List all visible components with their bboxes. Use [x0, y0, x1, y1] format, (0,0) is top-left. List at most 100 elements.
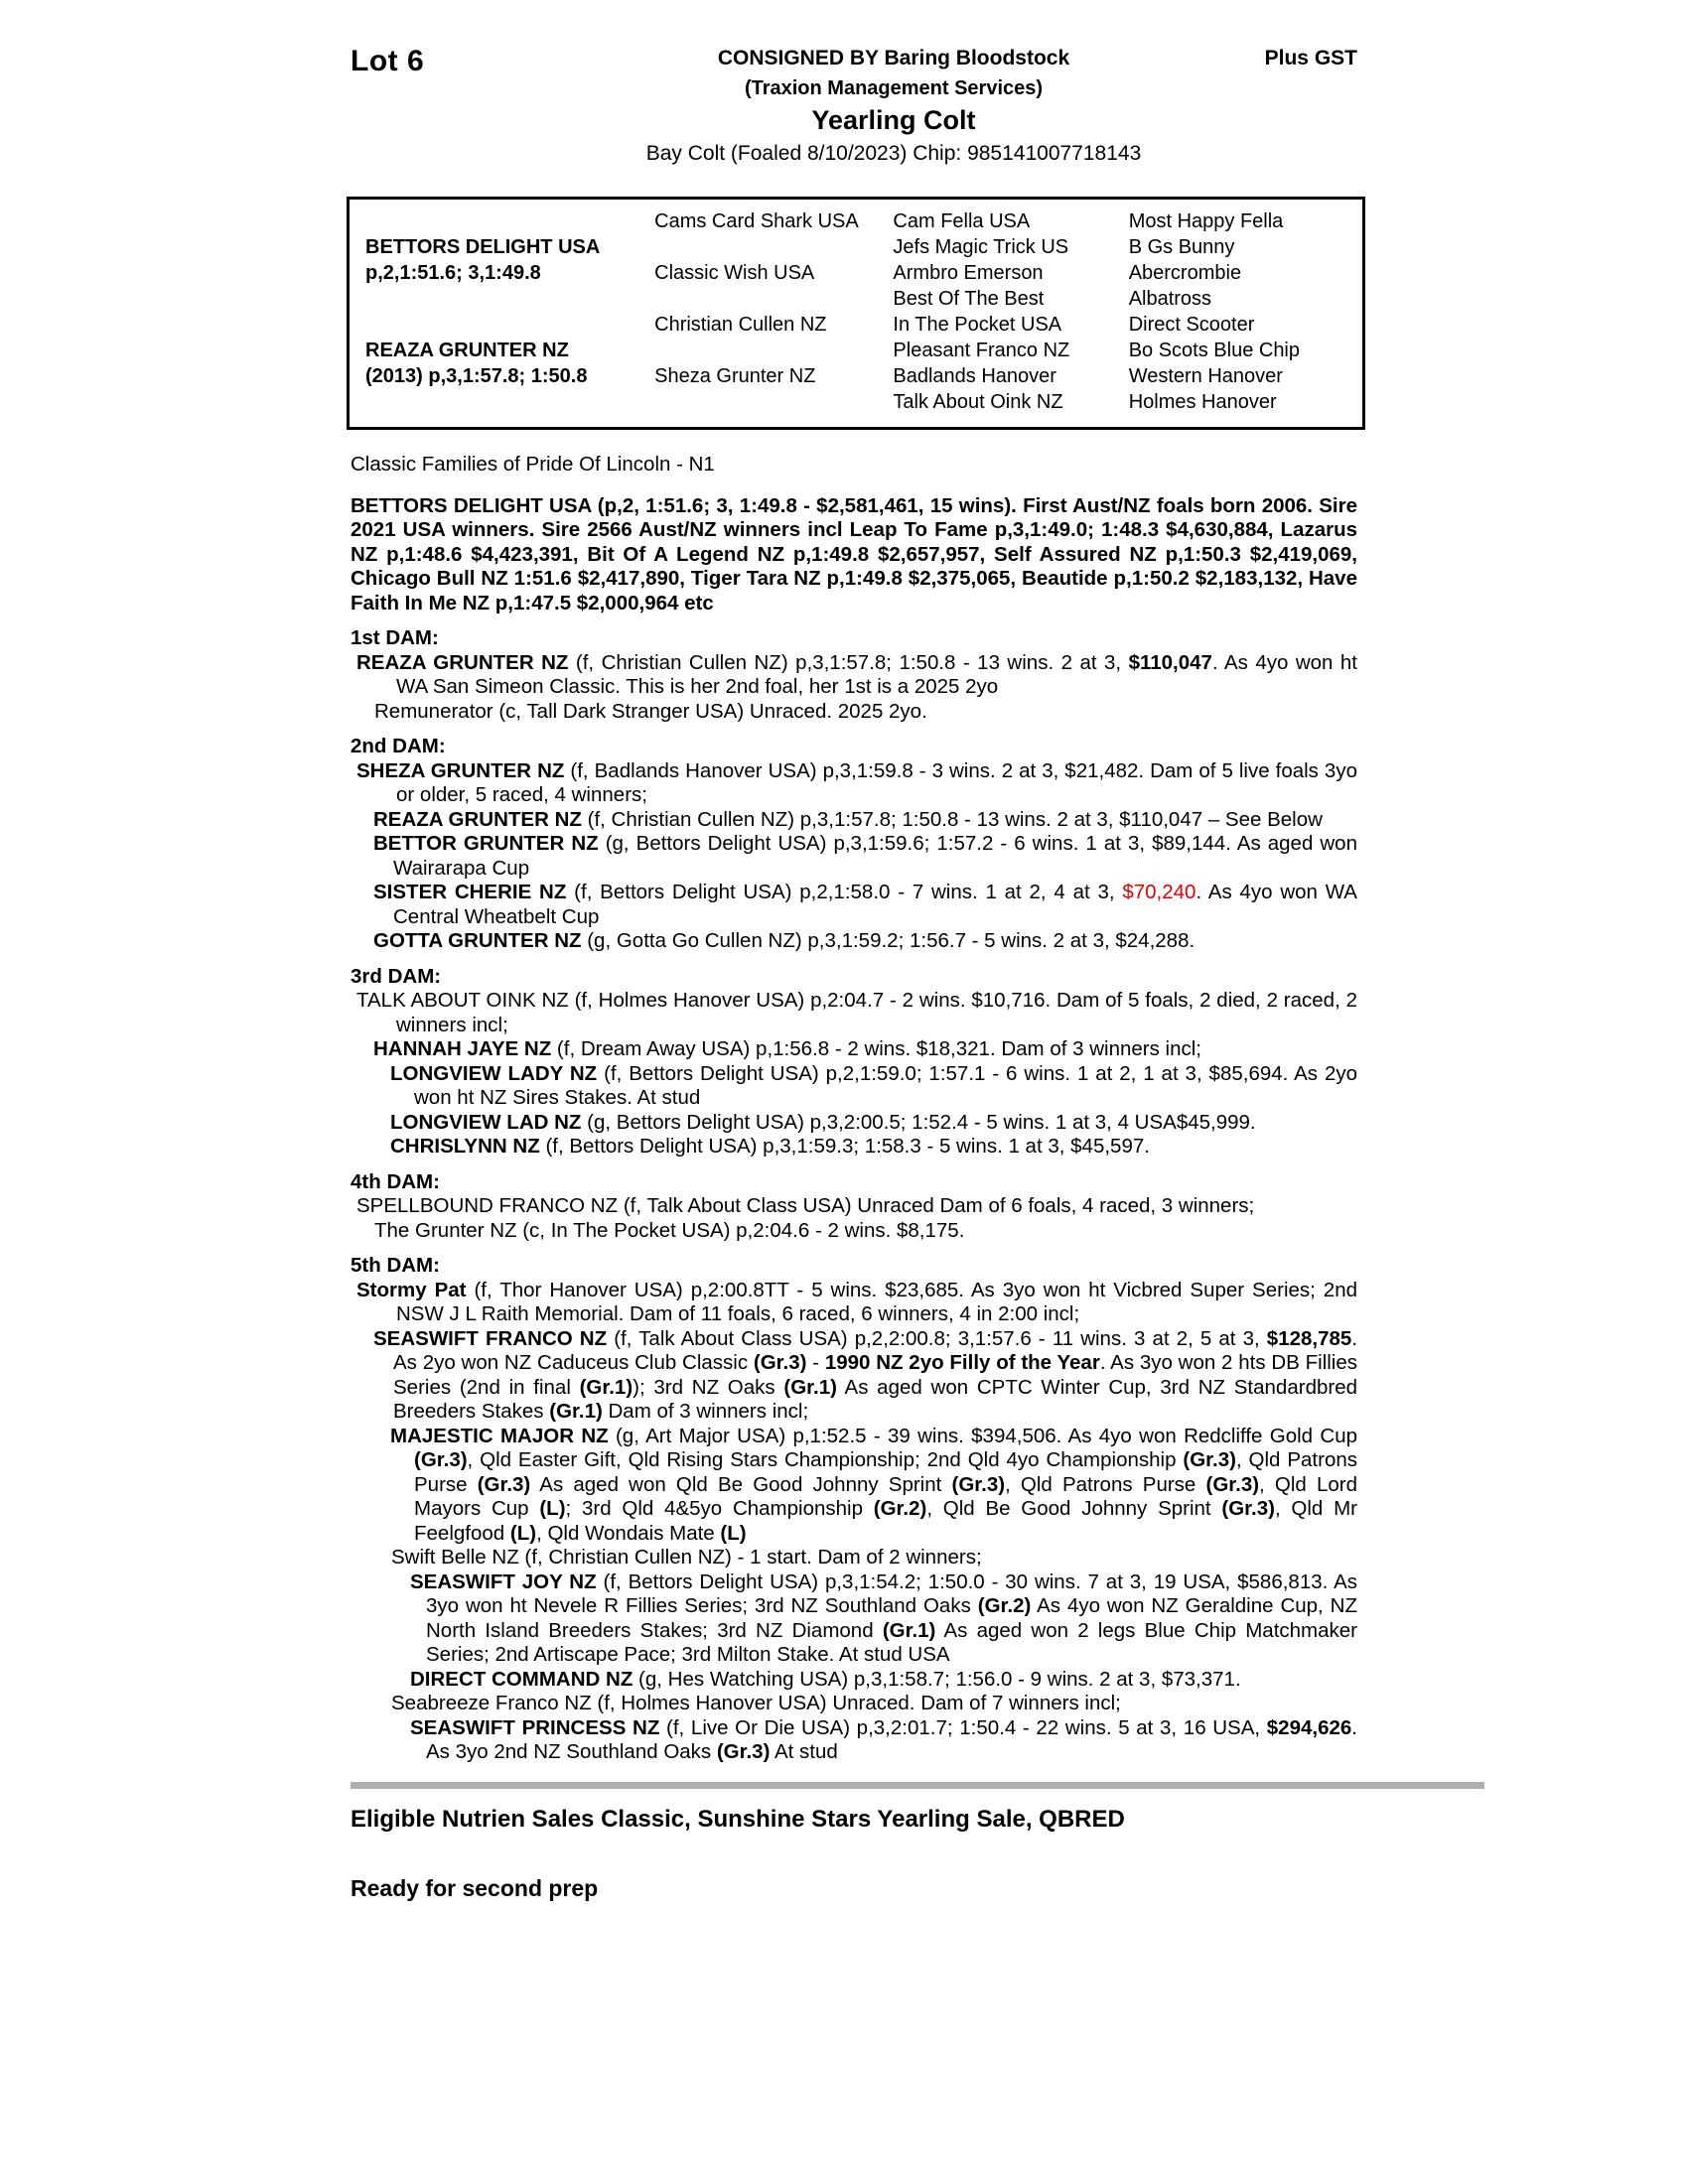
text-segment: Dam of 3 winners incl; [602, 1400, 809, 1423]
text-segment: (g, Hes Watching USA) p,3,1:58.7; 1:56.0… [638, 1667, 1241, 1691]
text-segment: , Qld Wondais Mate [536, 1521, 721, 1545]
text-segment: Stormy Pat [356, 1278, 475, 1301]
pedigree-name: BETTORS DELIGHT USA [365, 236, 601, 258]
text-segment: (Gr.2) [873, 1497, 927, 1520]
pedigree-name: Bo Scots Blue Chip [1128, 340, 1301, 361]
pedigree-table: BETTORS DELIGHT USA p,2,1:51.6; 3,1:49.8 R… [347, 197, 1365, 430]
pedigree-name: Cams Card Shark USA [654, 210, 859, 232]
text-segment: Swift Belle NZ (f, Christian Cullen NZ) … [391, 1546, 982, 1569]
text-segment: (Gr.1) [882, 1618, 936, 1642]
pedigree-paragraph: TALK ABOUT OINK NZ (f, Holmes Hanover US… [351, 989, 1357, 1037]
pedigree-name: Albatross [1128, 288, 1212, 310]
text-segment: (f, Live Or Die USA) p,3,2:01.7; 1:50.4 … [666, 1715, 1267, 1739]
dam-heading: 4th DAM: [351, 1169, 440, 1193]
text-segment: (Gr.3) [951, 1472, 1006, 1496]
text-segment: (f, Bettors Delight USA) p,2,1:59.0; 1:5… [414, 1061, 1357, 1110]
text-segment: HANNAH JAYE NZ [373, 1037, 557, 1060]
text-segment: REAZA GRUNTER NZ [356, 650, 576, 674]
pedigree-paragraph: SPELLBOUND FRANCO NZ (f, Talk About Clas… [351, 1194, 1357, 1219]
text-segment: SEASWIFT FRANCO NZ [373, 1326, 615, 1350]
text-segment: (f, Bettors Delight USA) p,3,1:54.2; 1:5… [426, 1570, 1357, 1618]
text-segment: (Gr.3) [1183, 1448, 1236, 1471]
pedigree-paragraph: MAJESTIC MAJOR NZ (g, Art Major USA) p,1… [351, 1425, 1357, 1547]
pedigree-name: Sheza Grunter NZ [654, 365, 816, 387]
pedigree-paragraph: GOTTA GRUNTER NZ (g, Gotta Go Cullen NZ)… [351, 929, 1357, 954]
text-segment: LONGVIEW LAD NZ [390, 1110, 588, 1134]
text-segment: (f, Bettors Delight USA) p,2,1:58.0 - 7 … [574, 881, 1123, 903]
lot-number: Lot 6 [351, 45, 425, 77]
text-segment: (Gr.1) [549, 1400, 603, 1423]
dam-heading: 1st DAM: [351, 626, 439, 649]
pedigree-name: Cam Fella USA [893, 210, 1031, 232]
pedigree-empty-line [365, 210, 654, 236]
pedigree-paragraph: LONGVIEW LAD NZ (g, Bettors Delight USA)… [351, 1111, 1357, 1136]
pedigree-paragraph: BETTOR GRUNTER NZ (g, Bettors Delight US… [351, 832, 1357, 881]
text-segment: (g, Art Major USA) p,1:52.5 - 39 wins. $… [615, 1424, 1357, 1447]
pedigree-name: Holmes Hanover [1128, 391, 1277, 413]
text-segment: GOTTA GRUNTER NZ [373, 929, 588, 952]
text-segment: (f, Talk About Class USA) p,2,2:00.8; 3,… [614, 1326, 1267, 1350]
text-segment: (g, Bettors Delight USA) p,3,1:59.6; 1:5… [393, 832, 1357, 880]
pedigree-paragraph: HANNAH JAYE NZ (f, Dream Away USA) p,1:5… [351, 1037, 1357, 1062]
text-segment: ); 3rd NZ Oaks [633, 1375, 784, 1399]
text-segment: (Gr.3) [1221, 1497, 1275, 1520]
text-segment: DIRECT COMMAND NZ [410, 1667, 639, 1691]
pedigree-name: (2013) p,3,1:57.8; 1:50.8 [365, 365, 588, 387]
text-segment: (f, Badlands Hanover USA) p,3,1:59.8 - 3… [396, 758, 1357, 807]
text-segment: As aged won Qld Be Good Johnny Sprint [530, 1472, 952, 1496]
pedigree-paragraph: Swift Belle NZ (f, Christian Cullen NZ) … [351, 1546, 1357, 1570]
text-segment: , Qld Lord Mayors Cup [414, 1472, 1357, 1521]
text-segment: (Gr.3) [414, 1448, 468, 1471]
pedigree-empty-line [654, 340, 893, 365]
text-segment: REAZA GRUNTER NZ [373, 807, 588, 831]
classic-families-line: Classic Families of Pride Of Lincoln - N… [351, 453, 715, 476]
text-segment: (f, Christian Cullen NZ) p,3,1:57.8; 1:5… [587, 807, 1323, 831]
page-header: Lot 6 CONSIGNED BY Baring Bloodstock (Tr… [351, 45, 1357, 166]
text-segment: , Qld Be Good Johnny Sprint [926, 1497, 1222, 1520]
text-segment: As aged won 2 legs Blue Chip Matchmaker … [426, 1618, 1358, 1667]
text-segment: LONGVIEW LADY NZ [390, 1061, 605, 1085]
text-segment: ; 3rd Qld 4&5yo Championship [565, 1497, 874, 1520]
text-segment: - [806, 1351, 825, 1374]
text-segment: As aged won CPTC Winter Cup, 3rd NZ Stan… [393, 1375, 1357, 1424]
text-segment: (L) [509, 1521, 537, 1545]
text-segment: , Qld Patrons Purse [1005, 1472, 1206, 1496]
pedigree-name: Jefs Magic Trick US [893, 236, 1069, 258]
text-segment: . As 2yo won NZ Caduceus Club Classic [393, 1326, 1358, 1375]
text-segment: (Gr.1) [579, 1375, 633, 1399]
text-segment: $110,047 [1128, 650, 1212, 674]
text-segment: (f, Thor Hanover USA) p,2:00.8TT - 5 win… [396, 1278, 1358, 1326]
pedigree-paragraph: REAZA GRUNTER NZ (f, Christian Cullen NZ… [351, 808, 1357, 833]
gst-note: Plus GST [1264, 47, 1357, 69]
text-segment: . As 3yo 2nd NZ Southland Oaks [426, 1715, 1357, 1764]
text-segment: $294,626 [1266, 1715, 1352, 1739]
pedigree-empty-line [365, 314, 654, 340]
pedigree-paragraph: SISTER CHERIE NZ (f, Bettors Delight USA… [351, 881, 1357, 929]
lot-type-title: Yearling Colt [811, 105, 976, 135]
text-segment: (Gr.3) [1205, 1472, 1260, 1496]
pedigree-empty-line [654, 391, 893, 417]
text-segment: SEASWIFT JOY NZ [410, 1570, 604, 1593]
dam-heading: 5th DAM: [351, 1254, 440, 1277]
eligibility-line: Eligible Nutrien Sales Classic, Sunshine… [351, 1805, 1125, 1833]
text-segment: (Gr.3) [716, 1740, 771, 1763]
text-segment: SPELLBOUND FRANCO NZ (f, Talk About Clas… [356, 1194, 1255, 1217]
text-segment: Seabreeze Franco NZ (f, Holmes Hanover U… [391, 1692, 1121, 1714]
pedigree-name: Direct Scooter [1128, 314, 1255, 336]
text-segment: . As 3yo won 2 hts DB Fillies Series (2n… [393, 1351, 1358, 1399]
text-segment: As 4yo won NZ Geraldine Cup, NZ North Is… [426, 1594, 1357, 1642]
pedigree-name: Pleasant Franco NZ [893, 340, 1070, 361]
page-content: Lot 6 CONSIGNED BY Baring Bloodstock (Tr… [347, 45, 1484, 1902]
consignor-sub-line: (Traxion Management Services) [744, 77, 1044, 99]
pedigree-name: Most Happy Fella [1128, 210, 1284, 232]
text-segment: 1990 NZ 2yo Filly of the Year [824, 1351, 1100, 1374]
pedigree-name: Badlands Hanover [893, 365, 1056, 387]
text-segment: (L) [539, 1497, 566, 1520]
pedigree-empty-line [365, 288, 654, 314]
pedigree-paragraph: The Grunter NZ (c, In The Pocket USA) p,… [351, 1219, 1357, 1244]
text-segment: The Grunter NZ (c, In The Pocket USA) p,… [374, 1218, 965, 1242]
text-segment: (Gr.3) [753, 1351, 807, 1374]
foal-description: Bay Colt (Foaled 8/10/2023) Chip: 985141… [645, 142, 1142, 165]
pedigree-name: Armbro Emerson [893, 262, 1044, 284]
prep-status-line: Ready for second prep [351, 1874, 599, 1901]
